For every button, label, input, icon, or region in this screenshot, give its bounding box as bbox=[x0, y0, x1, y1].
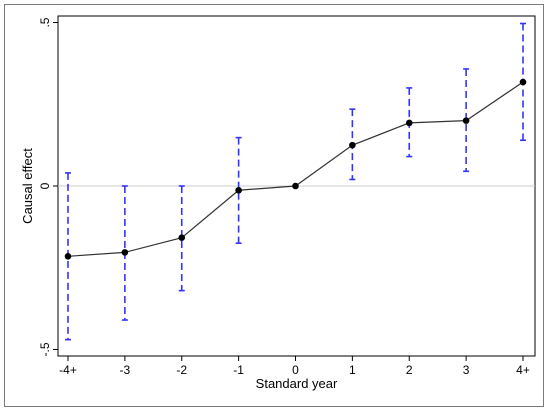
x-tick-label: -2 bbox=[176, 363, 187, 377]
x-tick-label: -3 bbox=[120, 363, 131, 377]
data-point--1 bbox=[235, 186, 242, 194]
data-point-0 bbox=[292, 182, 299, 190]
chart-frame bbox=[4, 4, 544, 407]
x-tick-label: -1 bbox=[233, 363, 244, 377]
x-tick-label: 1 bbox=[349, 363, 356, 377]
series-line bbox=[67, 81, 524, 257]
data-point--4+ bbox=[64, 252, 72, 260]
x-tick-label: 3 bbox=[463, 363, 470, 377]
x-axis-title: Standard year bbox=[256, 376, 338, 391]
error-bars bbox=[65, 22, 526, 341]
y-axis-ticks: -.5 0 .5 bbox=[38, 17, 58, 356]
data-points bbox=[64, 78, 527, 260]
error-bar--2 bbox=[178, 185, 185, 292]
data-point-2 bbox=[405, 119, 413, 127]
data-point-4+ bbox=[519, 78, 527, 86]
data-point--3 bbox=[121, 249, 129, 256]
y-tick-label: -.5 bbox=[38, 342, 52, 356]
x-tick-label: 2 bbox=[406, 363, 413, 377]
y-tick-label: .5 bbox=[38, 17, 52, 27]
x-tick-label: -4+ bbox=[59, 363, 77, 377]
error-bar-3 bbox=[463, 68, 470, 173]
data-point-1 bbox=[349, 141, 356, 149]
y-axis-title: Causal effect bbox=[20, 148, 35, 224]
x-tick-label: 0 bbox=[292, 363, 299, 377]
error-bar--1 bbox=[235, 136, 242, 245]
data-point--2 bbox=[178, 234, 186, 241]
x-axis-ticks: -4+ -3 -2 -1 0 1 2 3 4+ bbox=[59, 356, 530, 377]
x-tick-label: 4+ bbox=[516, 363, 530, 377]
data-point-3 bbox=[462, 117, 470, 124]
y-tick-label: 0 bbox=[38, 182, 52, 189]
